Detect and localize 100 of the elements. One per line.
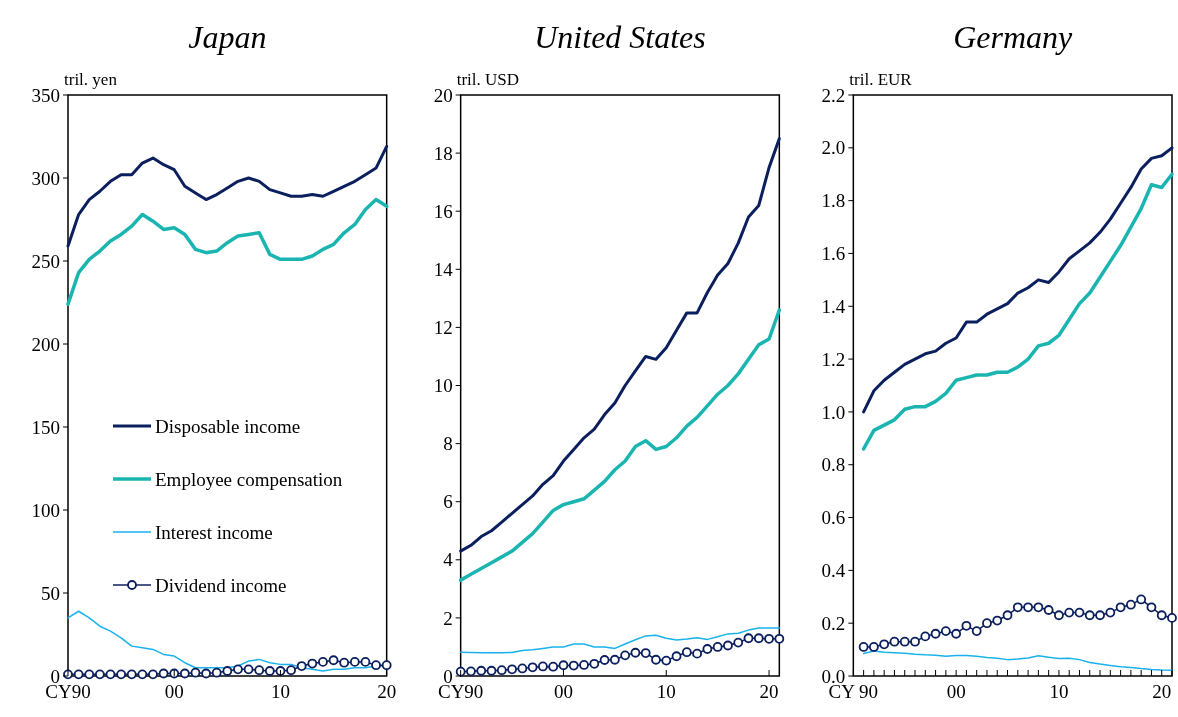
y-tick-label: 350 [31,84,60,106]
point [1115,602,1126,613]
legend-label: Dividend income [155,574,287,596]
y-tick-label: 50 [41,582,60,604]
y-tick-label: 10 [433,375,453,397]
y-tick-label: 0.4 [821,560,846,582]
x-tick-label: 20 [377,681,397,702]
point [466,666,476,677]
y-tick-label: 1.4 [821,295,846,317]
line-series [66,144,389,248]
point [1156,610,1167,621]
point [620,650,631,661]
x-tick-label: 20 [1152,681,1172,702]
y-tick-label: 1.0 [821,401,846,423]
legend-label: Interest income [155,521,273,543]
point [599,655,610,665]
y-tick-label: 8 [443,433,453,455]
point [702,644,713,654]
point [930,628,941,639]
y-axis-title: tril. USD [456,70,520,89]
point [910,636,920,647]
y-tick-label: 1.6 [821,243,846,265]
point [1023,602,1033,613]
x-tick-label: 10 [270,681,290,702]
point [558,660,569,671]
point [951,628,962,639]
y-tick-label: 250 [31,250,60,272]
point [992,615,1003,626]
point [1136,594,1147,605]
point [476,665,487,676]
point [486,665,497,676]
line-series [459,627,781,654]
point [455,666,466,677]
x-tick-label: 20 [759,681,779,702]
y-tick-label: 0.8 [821,454,846,476]
point [681,647,692,658]
point [733,637,744,648]
y-tick-label: 150 [31,416,60,438]
line-series [459,137,781,553]
y-tick-label: 2 [443,607,453,629]
point [961,620,972,631]
point [889,636,900,647]
point [671,651,682,662]
point [630,647,641,658]
line-series [458,308,782,582]
point [858,642,869,652]
point [640,648,651,658]
point [774,633,785,644]
point [496,665,507,676]
legend-label: Disposable income [155,415,301,437]
y-tick-label: 18 [433,142,453,164]
point [940,626,951,637]
y-tick-label: 20 [433,84,453,106]
y-tick-label: 300 [31,167,60,189]
point [589,658,600,669]
x-tick-label: 00 [164,681,184,702]
point [743,633,754,644]
point [609,654,620,665]
point [548,661,559,672]
point [1167,613,1177,623]
y-axis-title: tril. EUR [849,70,913,89]
point [1064,607,1075,618]
point [1095,610,1105,621]
point [868,642,879,652]
y-tick-label: 0.6 [821,507,846,529]
y-axis-title: tril. yen [64,70,118,89]
legend-label: Employee compensation [155,468,343,490]
y-tick-label: 1.8 [821,190,846,212]
point [538,661,548,672]
point [879,639,890,650]
y-tick-label: 1.2 [821,348,846,370]
point [579,660,589,670]
y-tick-label: 200 [31,333,60,355]
y-tick-label: 2.2 [821,84,846,106]
line-series [66,197,389,306]
point [1105,607,1116,618]
y-tick-label: 2.0 [821,137,846,159]
point [1084,610,1095,621]
point [507,664,517,675]
point [517,663,528,674]
point [764,633,774,644]
point [692,648,702,659]
point [568,660,579,671]
point [1002,610,1013,621]
point [920,631,931,642]
chart-title: Germany [953,19,1073,55]
point [1012,602,1023,613]
point [651,654,661,665]
chart-title: Japan [188,19,267,55]
y-tick-label: 4 [443,549,454,571]
point [982,618,992,629]
x-tick-label: 00 [553,681,573,702]
point [1125,599,1136,610]
point [1033,602,1044,613]
y-tick-label: 6 [443,491,453,513]
point [527,662,538,673]
point [1146,602,1157,613]
y-tick-label: 100 [31,499,60,521]
chart-title: United States [534,19,706,55]
x-tick-label: 10 [656,681,676,702]
